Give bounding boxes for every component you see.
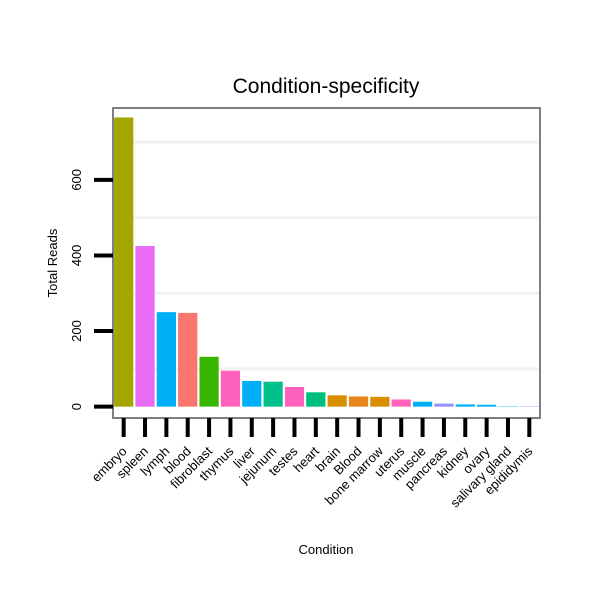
bar-liver bbox=[242, 381, 261, 407]
bar-blood bbox=[349, 396, 368, 406]
y-axis: 0 200 400 600 bbox=[69, 169, 113, 410]
bar-bone-marrow bbox=[370, 397, 389, 407]
bar-pancreas bbox=[434, 404, 453, 407]
bar-kidney bbox=[456, 404, 475, 406]
gridlines bbox=[113, 142, 540, 369]
bar-spleen bbox=[135, 246, 154, 407]
x-axis-label: Condition bbox=[299, 542, 354, 557]
y-tick-label: 0 bbox=[69, 403, 84, 410]
y-tick-label: 200 bbox=[69, 320, 84, 342]
bar-thymus bbox=[221, 371, 240, 407]
bar-heart bbox=[306, 392, 325, 406]
bar-muscle bbox=[413, 402, 432, 407]
bar-embryo bbox=[114, 117, 133, 406]
bar-ovary bbox=[477, 405, 496, 407]
bar-uterus bbox=[392, 399, 411, 406]
bar-fibroblast bbox=[199, 357, 218, 407]
y-axis-label: Total Reads bbox=[45, 228, 60, 297]
y-tick-label: 400 bbox=[69, 245, 84, 267]
bar-testes bbox=[285, 387, 304, 407]
bar-jejunum bbox=[264, 382, 283, 407]
chart-title: Condition-specificity bbox=[233, 75, 420, 98]
bar-brain bbox=[328, 395, 347, 406]
bar-blood bbox=[178, 313, 197, 407]
bar-lymph bbox=[157, 312, 176, 407]
x-axis: embryospleenlymphbloodfibroblastthymusli… bbox=[89, 418, 536, 510]
y-tick-label: 600 bbox=[69, 169, 84, 191]
plot-frame bbox=[113, 108, 540, 418]
bars bbox=[114, 117, 539, 406]
